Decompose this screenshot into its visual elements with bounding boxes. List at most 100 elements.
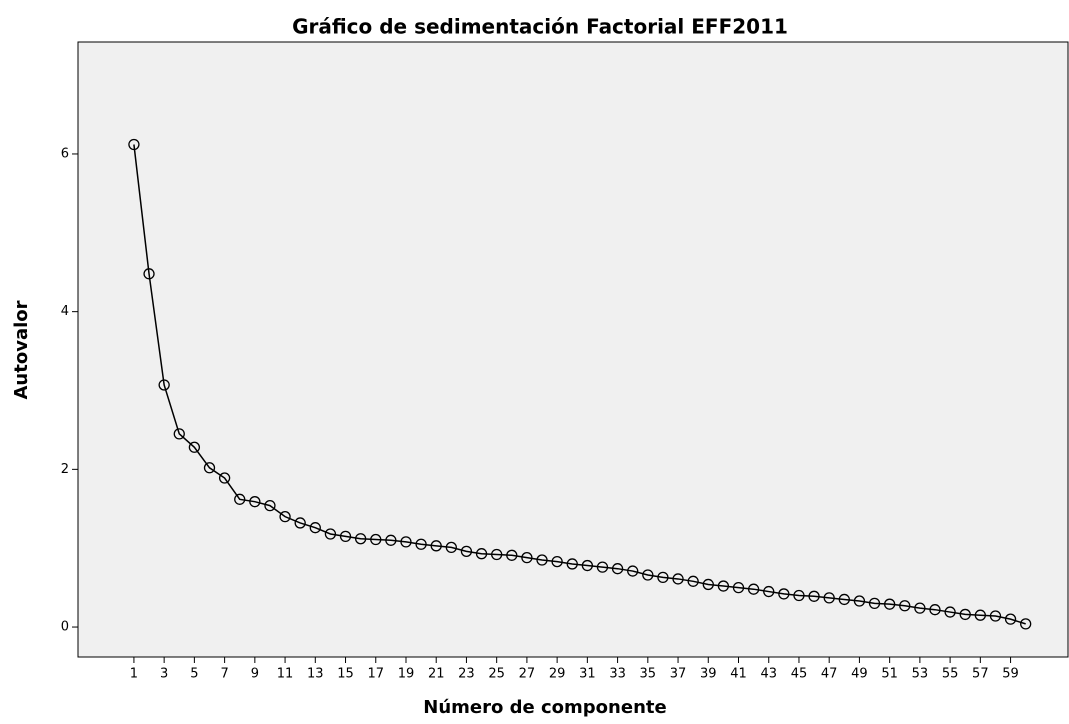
- point: [264, 499, 276, 512]
- point: [128, 138, 140, 151]
- point: [475, 548, 488, 560]
- x-tick-label: 49: [851, 667, 868, 682]
- x-tick-label: 57: [972, 667, 989, 682]
- point: [868, 597, 881, 610]
- point: [596, 561, 609, 573]
- x-tick-label: 37: [670, 667, 687, 682]
- point: [838, 593, 850, 606]
- point: [415, 538, 427, 550]
- point: [430, 540, 442, 552]
- point: [611, 563, 624, 575]
- x-tick-label: 47: [821, 667, 838, 682]
- x-tick-label: 59: [1002, 667, 1019, 682]
- point: [989, 610, 1002, 622]
- point: [899, 600, 911, 612]
- point: [249, 496, 261, 508]
- point: [294, 517, 306, 529]
- x-tick-label: 51: [881, 667, 898, 682]
- point: [959, 608, 971, 621]
- point: [778, 588, 790, 600]
- point: [385, 534, 397, 546]
- y-tick-label: 2: [61, 462, 69, 477]
- point: [793, 589, 805, 602]
- point: [883, 598, 896, 610]
- x-tick-label: 45: [791, 667, 808, 682]
- x-tick-label: 23: [458, 667, 475, 682]
- point: [460, 545, 473, 557]
- x-tick-label: 43: [760, 667, 777, 682]
- point: [203, 462, 216, 474]
- x-tick-label: 15: [337, 667, 354, 682]
- point: [717, 580, 730, 592]
- point: [687, 575, 699, 587]
- x-tick-label: 29: [549, 667, 566, 682]
- point: [551, 555, 563, 568]
- x-tick-label: 31: [579, 667, 596, 682]
- point: [279, 511, 291, 523]
- point: [370, 533, 382, 546]
- x-tick-label: 9: [251, 667, 259, 682]
- point: [400, 536, 412, 548]
- point: [1004, 613, 1017, 625]
- point: [506, 549, 518, 561]
- point: [672, 573, 684, 585]
- y-tick-label: 0: [61, 620, 69, 635]
- point: [627, 565, 639, 577]
- x-tick-label: 25: [488, 667, 505, 682]
- point: [853, 595, 866, 607]
- point: [354, 533, 367, 545]
- point: [339, 530, 352, 543]
- x-tick-label: 55: [942, 667, 959, 682]
- point: [732, 581, 745, 594]
- x-tick-label: 13: [307, 667, 324, 682]
- point: [234, 493, 246, 505]
- point: [642, 569, 654, 581]
- point: [521, 552, 533, 564]
- x-tick-label: 53: [912, 667, 929, 682]
- point: [309, 522, 321, 534]
- chart-title: Gráfico de sedimentación Factorial EFF20…: [292, 15, 788, 39]
- x-tick-label: 41: [730, 667, 747, 682]
- x-tick-label: 27: [519, 667, 536, 682]
- point: [158, 379, 170, 391]
- point: [324, 528, 337, 540]
- plot-area: [77, 41, 1069, 658]
- series-line: [133, 144, 1026, 625]
- x-tick-label: 5: [190, 667, 198, 682]
- point: [581, 559, 594, 572]
- y-axis-title: Autovalor: [11, 300, 32, 399]
- point: [747, 583, 760, 595]
- point: [445, 541, 457, 554]
- point: [566, 558, 578, 570]
- point: [657, 571, 669, 584]
- point: [188, 441, 201, 453]
- point: [218, 472, 231, 484]
- x-tick-label: 33: [609, 667, 626, 682]
- point: [1020, 618, 1032, 630]
- point: [702, 578, 714, 591]
- x-tick-label: 35: [640, 667, 657, 682]
- x-tick-label: 3: [160, 667, 168, 682]
- x-tick-label: 17: [367, 667, 384, 682]
- x-tick-label: 1: [130, 667, 138, 682]
- point: [143, 268, 155, 280]
- point: [763, 585, 775, 598]
- x-tick-label: 19: [398, 667, 415, 682]
- x-tick-label: 39: [700, 667, 717, 682]
- point: [536, 554, 548, 566]
- point: [823, 592, 835, 604]
- x-tick-label: 7: [220, 667, 228, 682]
- point: [491, 548, 503, 561]
- y-tick-label: 6: [61, 146, 69, 161]
- point: [944, 606, 956, 618]
- point: [974, 609, 986, 621]
- x-tick-label: 21: [428, 667, 445, 682]
- y-tick-label: 4: [61, 304, 69, 319]
- point: [173, 428, 185, 440]
- x-axis-title: Número de componente: [423, 697, 666, 718]
- x-tick-label: 11: [277, 667, 294, 682]
- point: [929, 604, 941, 616]
- point: [914, 602, 926, 614]
- point: [808, 590, 820, 602]
